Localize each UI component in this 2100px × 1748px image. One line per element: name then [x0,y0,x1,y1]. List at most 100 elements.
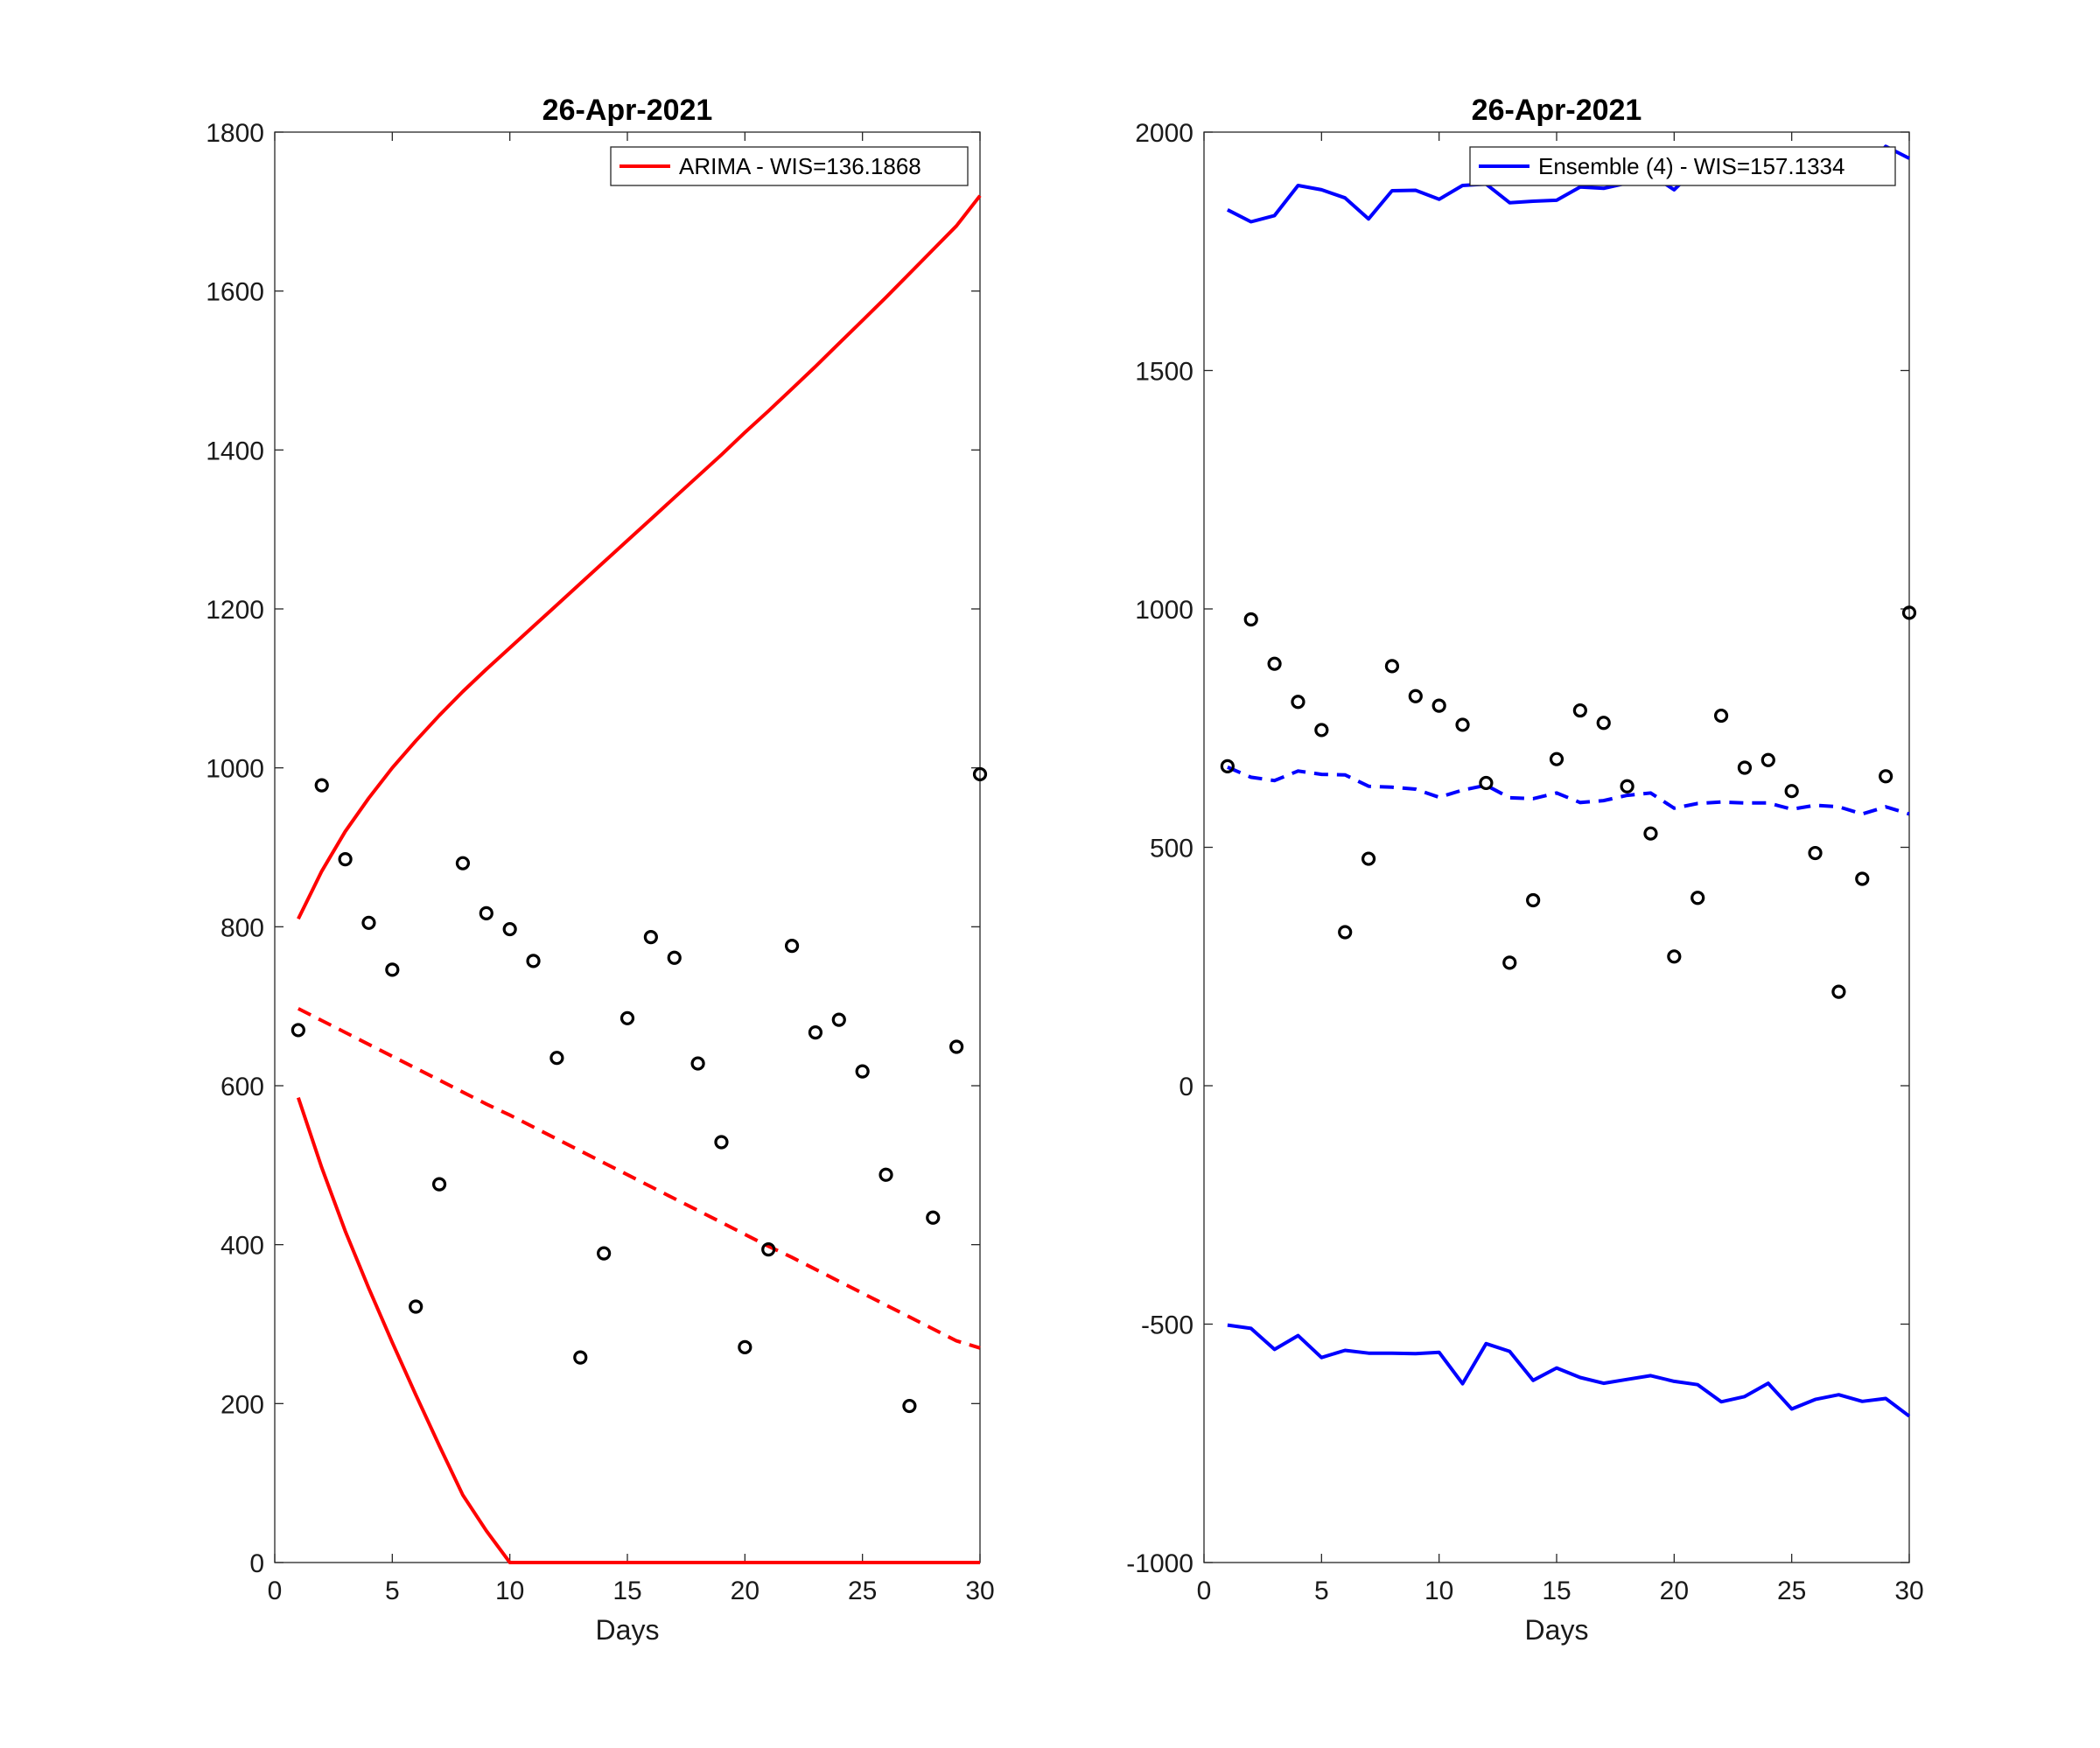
x-tick-label: 25 [1777,1577,1806,1605]
observed-point [573,1350,588,1365]
observed-point [338,852,353,867]
observed-point [667,950,682,965]
x-tick-label: 10 [1424,1577,1453,1605]
observed-point [385,962,400,977]
observed-point [1338,925,1353,940]
observed-point [314,778,329,793]
observed-point [597,1246,612,1261]
observed-point [1361,851,1376,866]
observed-point [1879,769,1894,784]
mean-forecast-line [297,1007,981,1350]
observed-point [1314,723,1329,738]
x-tick-label: 30 [1894,1577,1923,1605]
y-tick-label: 1400 [206,437,264,465]
observed-point [1432,698,1446,713]
observed-point [1808,845,1823,861]
observed-point [1479,775,1494,791]
legend-box [1469,146,1896,186]
right-panel: 0 5 10 15 20 25 30 -1000 -500 0 500 1000 1500 2000 26-… [1126,94,1923,1646]
observed-point [1855,871,1870,886]
upper-bound-line [297,194,982,920]
observed-point [1526,892,1541,908]
mean-forecast-line [1227,766,1910,816]
y-tick-label: 0 [1179,1073,1194,1101]
axes-box [274,131,981,1563]
observed-point [1596,716,1611,731]
observed-point [1384,659,1400,674]
observed-point [784,939,800,954]
observed-point [1572,703,1587,718]
y-tick-label: 200 [220,1390,264,1419]
observed-point [1502,955,1517,970]
y-tick-label: 1200 [206,596,264,625]
x-axis-label: Days [596,1614,660,1646]
lower-bound-line [297,1096,980,1564]
observed-point [949,1039,964,1054]
observed-point [1549,752,1564,766]
chart-title: 26-Apr-2021 [542,94,713,127]
observed-point [690,1056,705,1071]
observed-point [1760,752,1775,767]
chart-title: 26-Apr-2021 [1472,94,1642,127]
observed-point [1737,760,1753,775]
observed-point [831,1012,846,1027]
legend: Ensemble (4) - WIS=157.1334 [1469,146,1896,186]
legend-label: ARIMA - WIS=136.1868 [679,153,921,179]
observed-point [1831,984,1846,999]
observed-point [1713,708,1729,724]
observed-point [479,905,494,920]
x-tick-label: 0 [1197,1577,1212,1605]
observed-point [808,1025,823,1040]
y-tick-label: 600 [220,1073,264,1101]
observed-point [1667,949,1682,964]
observed-point [855,1064,870,1079]
observed-point [1455,717,1470,732]
x-tick-label: 15 [1542,1577,1571,1605]
y-tick-label: 800 [220,913,264,942]
observed-point [1643,826,1658,841]
lower-bound-line [1227,1323,1911,1418]
x-tick-label: 0 [268,1577,283,1605]
observed-point [361,915,376,930]
observed-point [409,1299,424,1314]
y-tick-label: -1000 [1126,1549,1194,1578]
legend: ARIMA - WIS=136.1868 [610,146,969,186]
x-tick-label: 5 [1314,1577,1329,1605]
observed-point [643,930,658,945]
observed-point [714,1135,729,1150]
observed-point [761,1242,776,1257]
observed-point [926,1210,941,1225]
left-panel: 0 5 10 15 20 25 30 0 200 400 600 800 1000 1200 1400 160… [206,94,994,1646]
observed-point [290,1023,305,1038]
observed-point [1267,656,1282,671]
y-tick-label: 1000 [1135,596,1194,625]
y-tick-label: -500 [1141,1311,1194,1340]
y-tick-label: 1500 [1135,358,1194,387]
x-tick-label: 30 [965,1577,994,1605]
observed-point [1243,612,1258,627]
observed-point [1620,779,1634,794]
observed-point [526,954,541,968]
x-tick-label: 5 [385,1577,400,1605]
x-tick-label: 10 [495,1577,524,1605]
observed-point [550,1051,564,1066]
observed-point [1220,759,1235,773]
x-axis-label: Days [1525,1614,1589,1646]
observed-point [972,766,988,782]
y-tick-label: 1000 [206,755,264,784]
y-tick-label: 0 [249,1549,264,1578]
x-tick-label: 15 [612,1577,641,1605]
observed-point [738,1339,752,1354]
x-tick-label: 25 [848,1577,877,1605]
observed-point [1690,891,1705,905]
observed-point [902,1398,917,1414]
x-tick-label: 20 [731,1577,760,1605]
observed-point [431,1177,447,1192]
observed-point [502,921,517,937]
y-tick-label: 1800 [206,119,264,148]
y-tick-label: 400 [220,1232,264,1261]
observed-point [1901,605,1917,620]
y-tick-label: 500 [1150,835,1194,864]
observed-point [620,1010,635,1025]
observed-point [878,1167,893,1182]
